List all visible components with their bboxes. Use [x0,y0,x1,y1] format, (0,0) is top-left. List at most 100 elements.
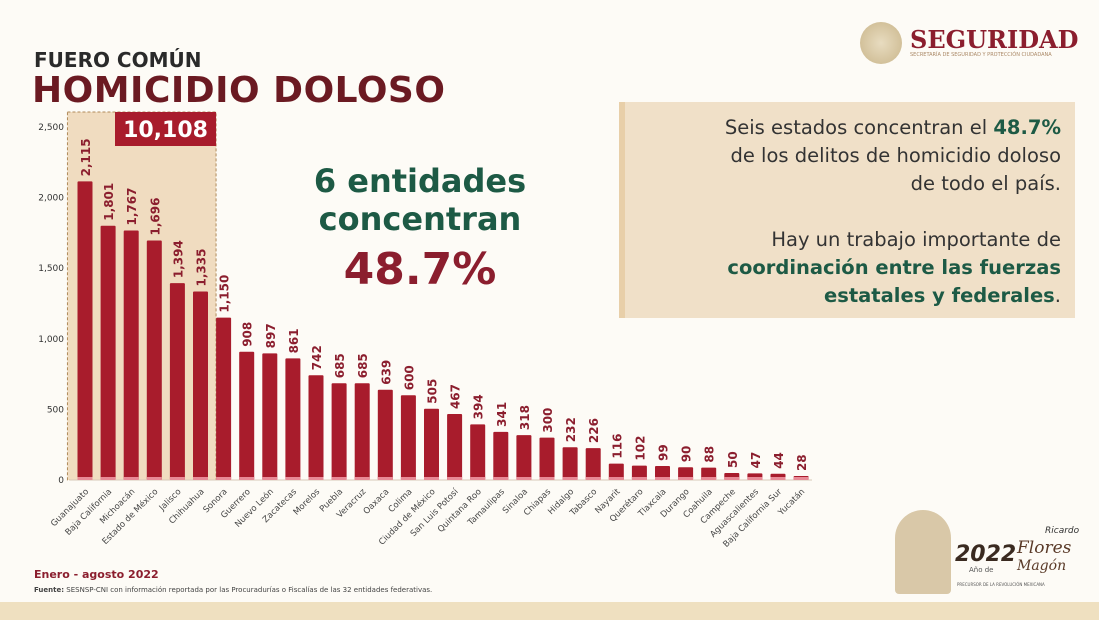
page-title: HOMICIDIO DOLOSO [32,70,446,111]
bar [262,353,278,480]
bottom-bar [0,602,1099,620]
bar [562,447,578,480]
bar-base [169,477,185,480]
bar [701,467,717,480]
highlight-line1: 6 entidades [313,162,527,200]
text: 48.7% [993,116,1061,139]
data-label: 102 [633,436,647,461]
bar [447,414,463,480]
badge-tag: PRECURSOR DE LA REVOLUCIÓN MEXICANA [957,582,1045,587]
text: estatales y federales [824,284,1055,307]
logo-name: SEGURIDAD [910,25,1079,54]
data-label: 50 [726,451,740,468]
x-tick-label: Oaxaca [362,487,392,517]
badge-sub: Año de [969,566,994,574]
seguridad-logo: SEGURIDAD SECRETARÍA DE SEGURIDAD Y PROT… [860,22,1078,64]
data-label: 600 [402,365,416,390]
bar [123,230,139,480]
anniversary-badge: 2022 Año de Ricardo Flores Magón PRECURS… [895,510,1085,600]
highlight-percent: 48.7% [343,244,497,295]
bar-base [516,477,532,480]
data-label: 1,696 [148,198,162,236]
callout-line: estatales y federales. [824,282,1061,310]
bar-base [701,477,717,480]
bar-base [747,477,763,480]
data-label: 47 [749,452,763,469]
data-label: 1,767 [125,188,139,226]
bar [193,291,208,480]
data-label: 505 [426,379,440,404]
bar-base [400,477,416,480]
callout-line: coordinación entre las fuerzas [727,256,1061,279]
bar-base [100,477,116,480]
bar-base [447,477,463,480]
source-note: Fuente: SESNSP-CNI con información repor… [34,586,432,594]
portrait-icon [895,510,951,594]
bar [493,431,509,480]
bar-base [308,477,324,480]
data-label: 99 [657,444,671,461]
data-label: 1,150 [218,275,232,313]
data-label: 44 [772,452,786,469]
bar-base [678,477,694,480]
data-label: 90 [680,446,694,463]
highlight-line2: concentran [318,200,522,238]
bar-base [377,477,393,480]
data-label: 1,394 [171,240,185,278]
total-badge [115,112,217,146]
text: . [1054,284,1061,307]
bar [377,389,393,480]
bar-base [770,477,786,480]
y-tick-label: 2,000 [38,194,64,204]
data-label: 742 [310,345,324,370]
bar [100,225,116,480]
callout-line: de todo el país. [910,172,1061,195]
data-label: 88 [703,446,717,463]
bar-base [724,477,740,480]
data-label: 1,335 [195,249,209,287]
bar [631,465,647,480]
bar [331,383,347,480]
bar [308,375,324,480]
data-label: 232 [564,417,578,442]
x-tick-label: Morelos [292,487,323,518]
data-label: 467 [449,384,463,409]
data-label: 639 [379,360,393,385]
data-label: 318 [518,405,532,430]
highlight-text: 6 entidades concentran [300,162,540,238]
data-label: 226 [587,418,601,443]
bar [424,408,439,480]
bar-base [285,477,301,480]
data-label: 28 [795,454,809,471]
kicker: FUERO COMÚN [34,48,202,72]
bar-base [585,477,601,480]
y-tick-label: 0 [58,476,64,486]
bar-base [239,477,255,480]
bar [285,358,301,480]
bar-base [562,477,578,480]
y-tick-label: 1,000 [38,335,64,345]
bar-base [262,477,278,480]
bar-base [539,477,555,480]
data-label: 685 [333,353,347,378]
y-tick-label: 2,500 [38,123,64,133]
text: Seis estados concentran el [724,116,994,139]
bar-base [608,477,624,480]
bar-base [216,477,232,480]
callout-box: Seis estados concentran el 48.7% de los … [625,102,1075,318]
period-label: Enero - agosto 2022 [34,568,159,581]
callout-line: de los delitos de homicidio doloso [730,144,1061,167]
bar [239,351,255,480]
bar [608,463,624,480]
bar [216,317,232,480]
logo-subtitle: SECRETARÍA DE SEGURIDAD Y PROTECCIÓN CIU… [910,52,1052,58]
bar-base [146,477,162,480]
bar-base [193,477,208,480]
data-label: 300 [541,408,555,433]
data-label: 1,801 [102,183,116,221]
callout-line: Seis estados concentran el 48.7% [725,114,1061,142]
callout-line: Hay un trabajo importante de [771,228,1061,251]
data-label: 685 [356,353,370,378]
badge-name: Ricardo [1045,526,1080,536]
